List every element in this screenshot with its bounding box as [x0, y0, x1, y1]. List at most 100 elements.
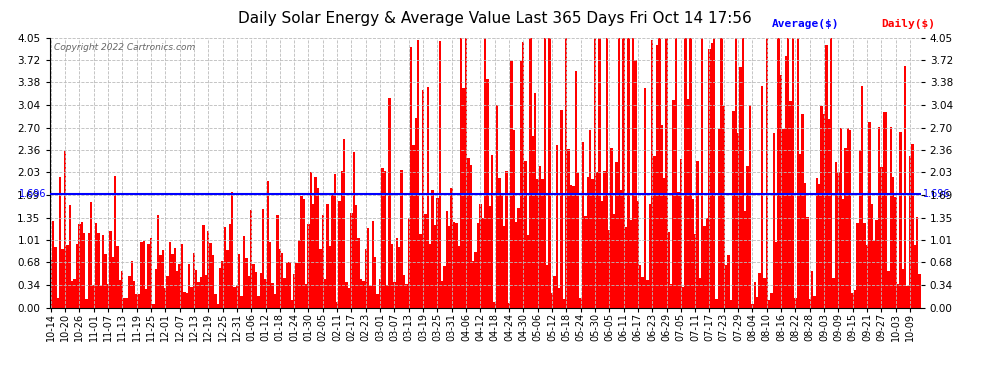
Bar [90, 201, 92, 308]
Bar [371, 221, 374, 308]
Bar [806, 217, 809, 308]
Bar [699, 278, 701, 308]
Bar [412, 145, 415, 308]
Bar [173, 248, 176, 308]
Bar [670, 284, 672, 308]
Bar [682, 286, 684, 308]
Bar [539, 166, 542, 308]
Bar [329, 246, 331, 308]
Bar [667, 232, 670, 308]
Text: Average($): Average($) [772, 19, 840, 29]
Bar [457, 246, 460, 308]
Bar [241, 296, 243, 307]
Bar [911, 144, 914, 308]
Bar [95, 223, 97, 308]
Bar [355, 205, 357, 308]
Bar [336, 302, 339, 307]
Bar [417, 40, 420, 308]
Bar [577, 173, 579, 308]
Bar [565, 38, 567, 308]
Bar [532, 136, 534, 308]
Bar [672, 100, 675, 308]
Bar [76, 244, 78, 308]
Bar [68, 205, 71, 308]
Bar [300, 196, 303, 308]
Bar [469, 165, 472, 308]
Bar [193, 253, 195, 308]
Bar [322, 215, 324, 308]
Bar [178, 264, 181, 308]
Bar [542, 179, 544, 308]
Bar [159, 255, 161, 308]
Text: 1.696: 1.696 [20, 189, 47, 200]
Bar [489, 206, 491, 308]
Bar [450, 188, 452, 308]
Bar [615, 162, 618, 308]
Bar [429, 243, 432, 308]
Bar [462, 87, 465, 308]
Bar [679, 159, 682, 308]
Bar [100, 286, 102, 308]
Bar [352, 152, 355, 308]
Bar [117, 246, 119, 308]
Bar [85, 299, 88, 307]
Bar [210, 243, 212, 308]
Bar [145, 289, 148, 308]
Bar [858, 150, 861, 308]
Bar [773, 133, 775, 308]
Bar [324, 279, 327, 308]
Bar [677, 192, 679, 308]
Bar [257, 296, 259, 307]
Bar [574, 70, 577, 308]
Bar [780, 75, 782, 307]
Bar [357, 238, 359, 308]
Bar [224, 227, 226, 308]
Bar [742, 38, 744, 308]
Bar [902, 269, 904, 308]
Bar [880, 167, 882, 308]
Bar [73, 279, 76, 308]
Bar [777, 38, 780, 308]
Bar [782, 129, 785, 308]
Bar [584, 216, 586, 308]
Bar [713, 38, 716, 308]
Bar [327, 204, 329, 308]
Bar [161, 250, 164, 307]
Bar [181, 244, 183, 308]
Bar [907, 285, 909, 308]
Bar [305, 285, 307, 308]
Bar [794, 298, 797, 307]
Bar [644, 88, 646, 308]
Bar [498, 178, 501, 308]
Bar [344, 139, 346, 308]
Bar [112, 257, 114, 307]
Bar [844, 148, 846, 308]
Bar [183, 292, 185, 308]
Bar [149, 238, 152, 308]
Bar [718, 129, 720, 308]
Bar [625, 227, 627, 308]
Bar [439, 41, 441, 308]
Bar [840, 128, 842, 308]
Bar [744, 211, 746, 308]
Bar [632, 38, 635, 308]
Bar [740, 67, 742, 308]
Bar [655, 45, 658, 308]
Bar [379, 279, 381, 308]
Bar [513, 130, 515, 308]
Bar [635, 60, 637, 308]
Bar [675, 38, 677, 308]
Bar [446, 211, 448, 308]
Bar [422, 90, 425, 308]
Bar [276, 215, 278, 308]
Bar [484, 38, 486, 308]
Bar [646, 280, 648, 308]
Bar [234, 287, 236, 308]
Bar [136, 294, 138, 308]
Bar [508, 303, 510, 307]
Bar [350, 213, 352, 308]
Bar [141, 242, 143, 308]
Bar [271, 283, 274, 308]
Bar [830, 38, 833, 308]
Bar [315, 177, 317, 308]
